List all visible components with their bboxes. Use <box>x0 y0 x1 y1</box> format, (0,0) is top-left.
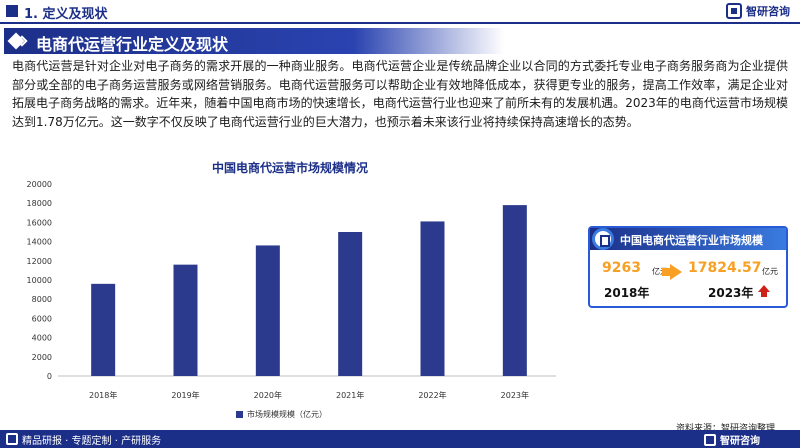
legend-label: 市场规模规模（亿元） <box>247 410 327 419</box>
y-tick-label: 2000 <box>32 353 52 362</box>
brand-mark-icon <box>726 3 742 19</box>
section-title: 1. 定义及现状 <box>24 7 108 22</box>
legend-swatch <box>236 411 243 418</box>
bar <box>502 205 527 376</box>
market-size-card: 中国电商代运营行业市场规模 9263 亿元 2018年 17824.57 亿元 … <box>588 226 788 308</box>
x-tick-label: 2021年 <box>336 390 364 400</box>
intro-paragraph: 电商代运营是针对企业对电子商务的需求开展的一种商业服务。电商代运营企业是传统品牌… <box>12 59 788 129</box>
up-arrow-stem <box>761 292 767 297</box>
bar <box>338 232 363 376</box>
y-tick-label: 6000 <box>32 314 52 323</box>
card-to-year: 2023年 <box>708 286 754 300</box>
card-header: 中国电商代运营行业市场规模 <box>590 228 786 250</box>
market-size-bar-chart: 0 2000 4000 6000 8000 10000 12000 14000 16000 180… <box>27 180 556 400</box>
card-title: 中国电商代运营行业市场规模 <box>620 234 763 247</box>
up-arrow-icon <box>758 285 770 292</box>
y-tick-label: 4000 <box>32 334 52 343</box>
growth-arrow-icon <box>670 264 682 280</box>
page-title: 电商代运营行业定义及现状 <box>36 35 229 54</box>
footer-logo: 智研咨询 <box>704 432 760 447</box>
footer-bar: 精品研报 · 专题定制 · 产研服务 智研咨询 <box>0 430 800 448</box>
growth-arrow-stem <box>662 268 670 276</box>
bar <box>420 221 445 376</box>
y-tick-label: 14000 <box>27 238 52 247</box>
y-tick-label: 18000 <box>27 199 52 208</box>
y-tick-label: 20000 <box>27 180 52 189</box>
card-to-unit: 亿元 <box>762 267 778 276</box>
footer-brand-name: 智研咨询 <box>720 436 760 447</box>
x-tick-label: 2023年 <box>501 390 529 400</box>
y-tick-label: 10000 <box>27 276 52 285</box>
y-tick-label: 8000 <box>32 295 52 304</box>
bar <box>255 245 280 376</box>
source-note: 资料来源：智研咨询整理 <box>676 424 776 434</box>
section-marker-icon <box>6 5 18 17</box>
chart-legend: 市场规模规模（亿元） <box>236 409 327 420</box>
card-to-value: 17824.57 <box>688 260 762 276</box>
x-tick-label: 2020年 <box>254 390 282 400</box>
top-bar: 1. 定义及现状 智研咨询 <box>0 0 800 24</box>
title-banner: 电商代运营行业定义及现状 <box>4 28 504 54</box>
footer-book-icon <box>6 433 18 445</box>
bar <box>91 283 116 376</box>
y-tick-label: 0 <box>47 372 52 381</box>
footer-tagline: 精品研报 · 专题定制 · 产研服务 <box>22 436 162 447</box>
card-report-icon <box>592 228 614 250</box>
x-tick-label: 2022年 <box>418 390 446 400</box>
brand-name: 智研咨询 <box>746 5 790 18</box>
y-tick-label: 16000 <box>27 218 52 227</box>
card-from-value: 9263 <box>602 260 641 276</box>
chart-title: 中国电商代运营市场规模情况 <box>211 161 368 175</box>
y-tick-label: 12000 <box>27 257 52 266</box>
x-tick-label: 2019年 <box>171 390 199 400</box>
card-from-unit: 亿元 <box>652 267 668 276</box>
card-from-year: 2018年 <box>604 286 650 300</box>
brand-logo: 智研咨询 <box>726 3 790 19</box>
footer-brand-mark-icon <box>704 433 716 446</box>
x-tick-label: 2018年 <box>89 390 117 400</box>
bar <box>173 264 198 376</box>
